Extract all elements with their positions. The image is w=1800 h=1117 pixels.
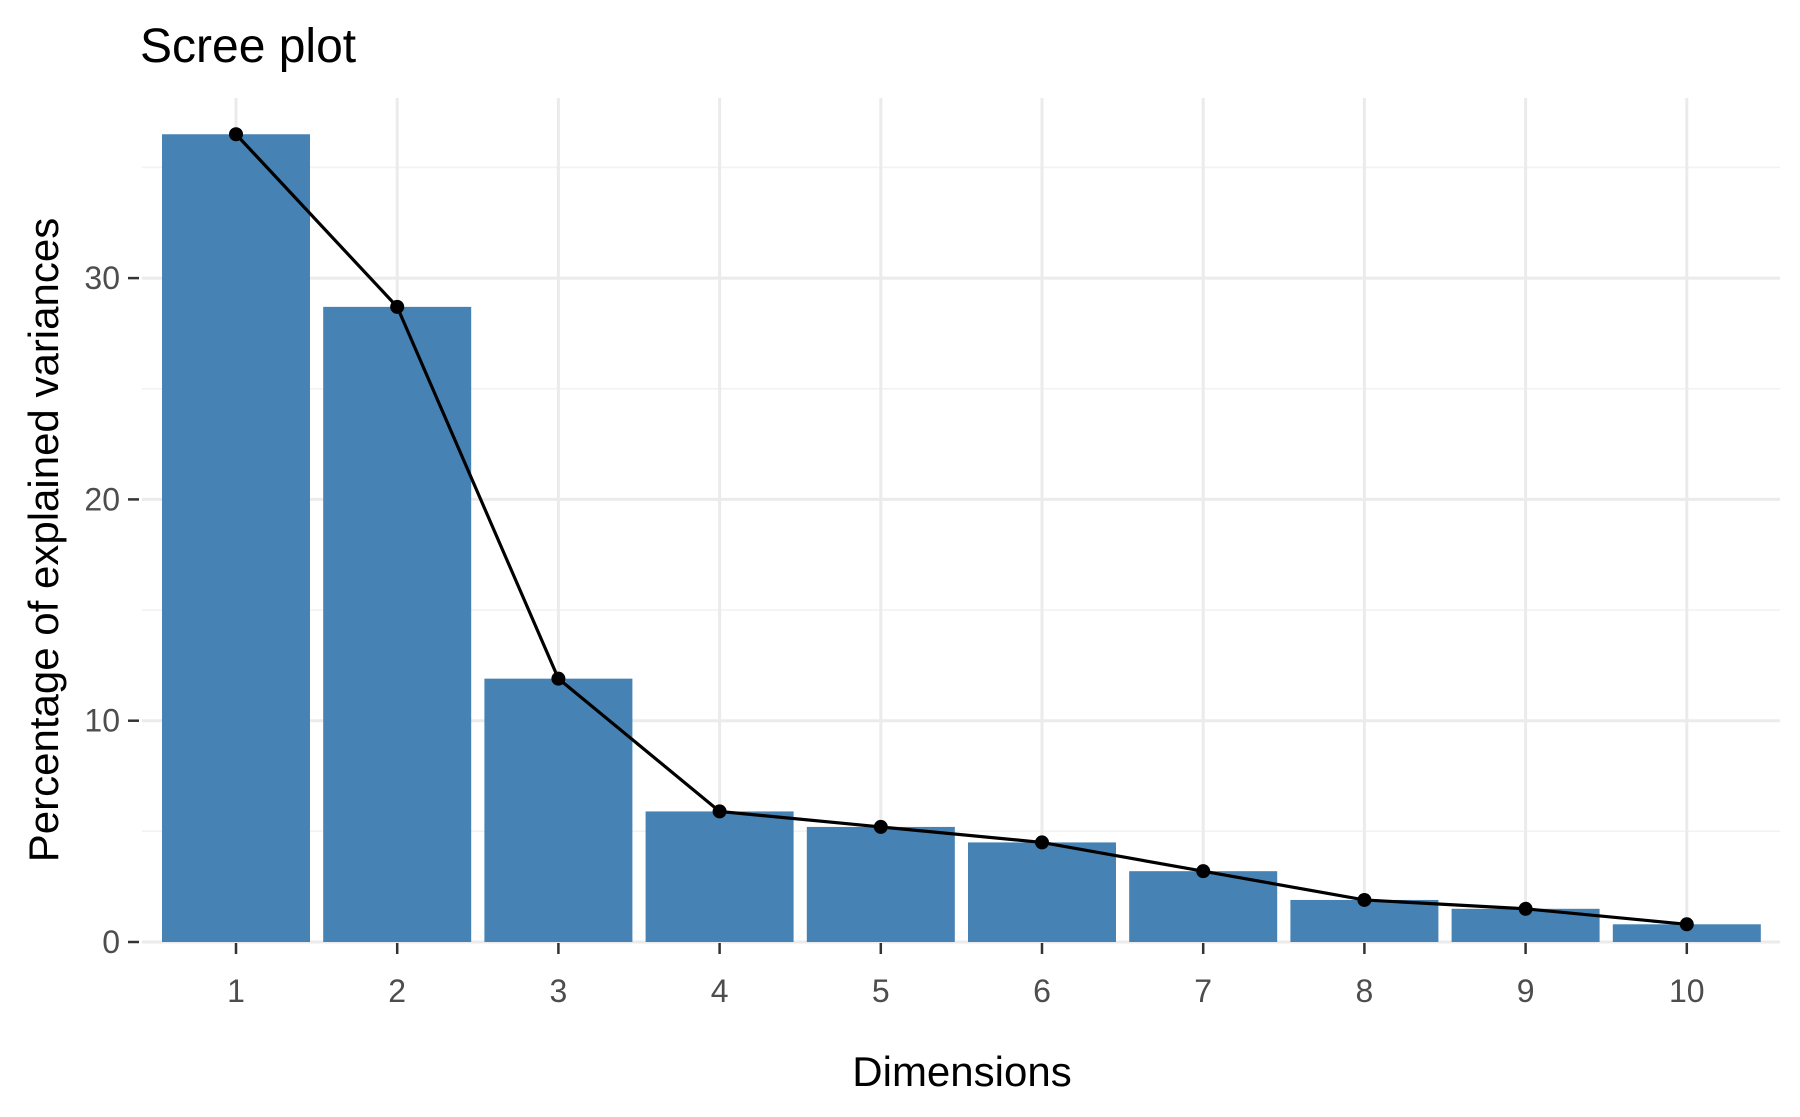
x-tick-label: 3 <box>550 973 568 1009</box>
bar-dimension-2 <box>323 306 472 942</box>
point-dimension-3 <box>551 671 566 686</box>
point-dimension-8 <box>1357 892 1372 907</box>
point-dimension-6 <box>1035 835 1049 850</box>
x-axis-title: Dimensions <box>852 1048 1071 1095</box>
x-tick-label: 9 <box>1517 973 1535 1009</box>
x-tick-label: 8 <box>1356 973 1374 1009</box>
bars-layer <box>162 134 1761 942</box>
bar-dimension-5 <box>806 826 955 942</box>
bar-dimension-8 <box>1290 899 1439 942</box>
bar-dimension-7 <box>1129 871 1278 942</box>
x-tick-label: 4 <box>711 973 729 1009</box>
bar-dimension-3 <box>484 678 633 942</box>
bar-dimension-6 <box>968 842 1116 942</box>
x-tick-label: 2 <box>388 973 406 1009</box>
y-axis-title: Percentage of explained variances <box>20 218 67 862</box>
x-tick-label: 7 <box>1194 973 1212 1009</box>
bar-dimension-4 <box>645 811 794 942</box>
y-tick-label: 10 <box>84 703 120 739</box>
x-tick-label: 10 <box>1669 973 1705 1009</box>
y-tick-label: 30 <box>84 260 120 296</box>
point-dimension-10 <box>1679 917 1694 932</box>
axis-layer: 0 10 20 30 1 2 3 4 5 6 7 8 9 10 <box>84 260 1704 1009</box>
point-dimension-9 <box>1518 901 1533 916</box>
bar-dimension-10 <box>1612 924 1761 942</box>
y-tick-label: 0 <box>102 924 120 960</box>
x-tick-label: 1 <box>227 973 245 1009</box>
point-dimension-2 <box>390 299 405 314</box>
points-layer <box>229 127 1694 932</box>
point-dimension-4 <box>712 804 727 819</box>
point-dimension-7 <box>1196 864 1211 879</box>
bar-dimension-1 <box>162 134 310 942</box>
y-tick-label: 20 <box>84 481 120 517</box>
x-tick-label: 6 <box>1033 973 1051 1009</box>
x-tick-label: 5 <box>872 973 890 1009</box>
point-dimension-1 <box>229 127 243 142</box>
explained-variance-line <box>234 133 1687 926</box>
line-layer <box>234 133 1687 926</box>
point-dimension-5 <box>873 819 888 834</box>
chart-title: Scree plot <box>140 20 356 73</box>
